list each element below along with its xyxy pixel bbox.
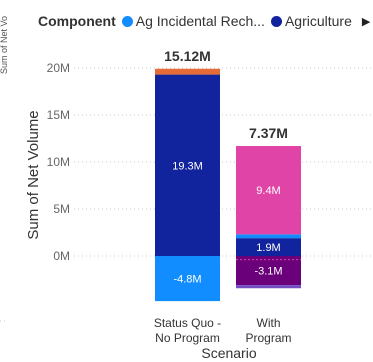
total-label: 15.12M — [164, 48, 211, 64]
bar-segment — [236, 238, 301, 256]
bar-segment — [155, 74, 220, 256]
data-label: -4.8M — [173, 274, 201, 286]
legend-dot-icon — [121, 15, 133, 27]
total-label: 7.37M — [249, 125, 288, 141]
bar-segment — [155, 256, 220, 302]
legend-dot-icon — [270, 15, 282, 27]
y-tick-label: 15M — [47, 108, 70, 122]
legend-next-arrow-icon[interactable]: ▶ — [361, 15, 371, 28]
legend-item-label: Ag Incidental Rech... — [135, 13, 265, 29]
y-tick-label: 5M — [53, 202, 70, 216]
x-axis-title: Scenario — [201, 345, 256, 361]
legend-item-agriculture[interactable]: Agriculture — [270, 13, 352, 29]
bar-segment — [155, 68, 220, 75]
x-tick-label: With — [257, 316, 281, 330]
data-label: 19.3M — [172, 160, 203, 172]
x-tick-label: Program — [245, 331, 291, 345]
x-tick-label: No Program — [155, 331, 220, 345]
y-tick-label: 0M — [53, 249, 70, 263]
bar-segment — [236, 234, 301, 239]
x-tick-label: Status Quo - — [154, 316, 221, 330]
y-tick-label: 20M — [47, 61, 70, 75]
bar-segment — [236, 146, 301, 235]
y-axis-title: Sum of Net Volume — [25, 110, 42, 239]
legend-item-label: Agriculture — [284, 13, 352, 29]
data-label: -3.1M — [254, 266, 282, 278]
legend: Component Ag Incidental Rech... Agricult… — [38, 11, 370, 31]
data-label: 1.9M — [256, 242, 280, 254]
bar-segment — [236, 285, 301, 289]
y-tick-label: 10M — [47, 155, 70, 169]
legend-item-ag-incidental[interactable]: Ag Incidental Rech... — [121, 13, 265, 29]
bar-segment — [236, 256, 301, 286]
legend-title: Component — [38, 13, 116, 29]
data-label: 9.4M — [256, 185, 280, 197]
